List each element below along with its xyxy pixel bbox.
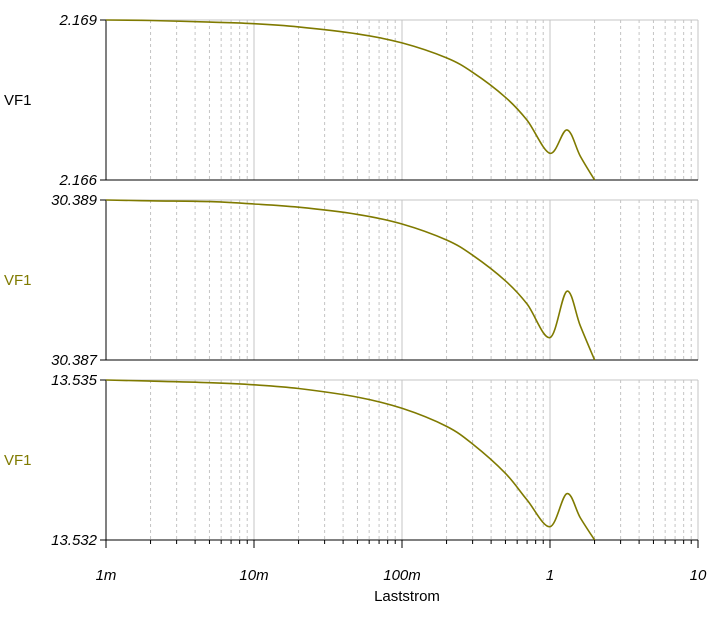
x-axis-label: Laststrom [374, 588, 440, 605]
series-line-vf1 [105, 19, 596, 181]
y-axis-label: VF1 [4, 452, 32, 469]
chart-panel-1: 2.169 2.166 VF1 [4, 12, 699, 189]
x-tick-label: 1 [546, 567, 554, 584]
y-axis-label: VF1 [4, 272, 32, 289]
y-tick-label: 30.387 [51, 352, 98, 369]
chart-panel-2: 30.389 30.387 VF1 [4, 192, 699, 369]
y-tick-label: 2.166 [58, 172, 97, 189]
y-tick-label: 2.169 [58, 12, 97, 29]
x-tick-label: 100m [383, 567, 421, 584]
y-tick-label: 30.389 [51, 192, 98, 209]
series-line-vf1 [105, 199, 596, 361]
y-tick-label: 13.535 [51, 372, 98, 389]
chart-panel-3: 13.535 13.532 VF1 [4, 372, 699, 549]
x-tick-label: 10 [690, 567, 707, 584]
x-tick-label: 10m [239, 567, 268, 584]
y-tick-label: 13.532 [51, 532, 98, 549]
y-axis-label: VF1 [4, 92, 32, 109]
series-line-vf1 [105, 379, 596, 541]
x-tick-label: 1m [96, 567, 117, 584]
